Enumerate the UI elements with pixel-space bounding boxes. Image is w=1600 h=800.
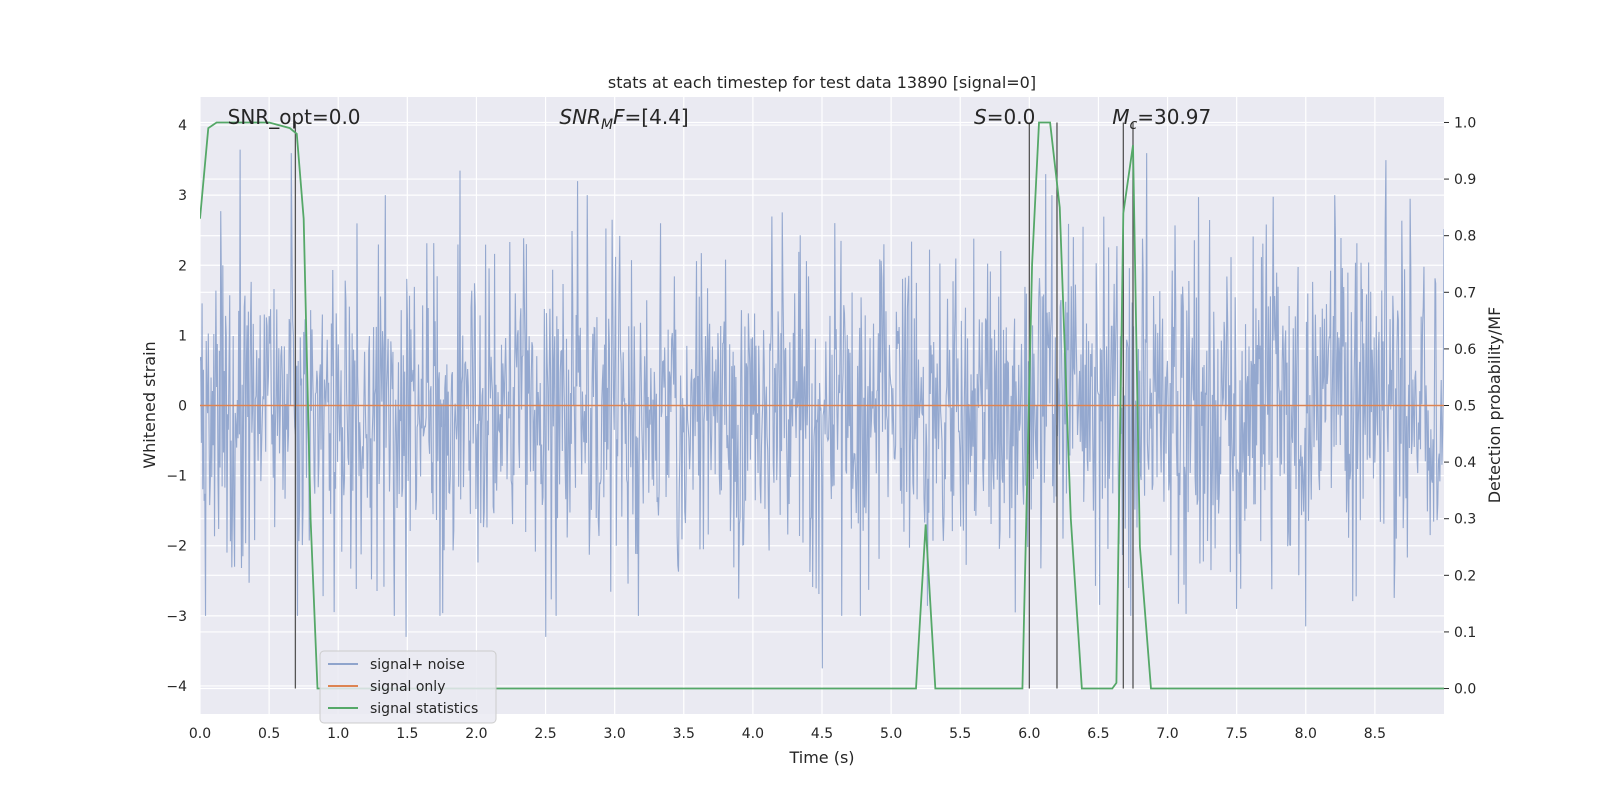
annotation-text: Mc=30.97: [1112, 105, 1211, 133]
x-tick-label: 7.0: [1156, 726, 1178, 742]
y-right-tick-label: 0.1: [1454, 625, 1476, 641]
y-right-tick-label: 0.4: [1454, 455, 1476, 471]
y-left-tick-label: −3: [166, 609, 187, 625]
x-tick-label: 3.0: [604, 726, 626, 742]
y-right-tick-label: 0.5: [1454, 399, 1476, 415]
annotation-part: M: [601, 117, 613, 133]
legend-label-signal-plus-noise: signal+ noise: [370, 657, 465, 673]
legend-label-signal-only: signal only: [370, 679, 445, 695]
legend-label-signal-statistics: signal statistics: [370, 701, 478, 717]
y-right-tick-label: 0.2: [1454, 568, 1476, 584]
x-tick-label: 6.0: [1018, 726, 1040, 742]
annotation-part: SNR_opt=0.0: [228, 105, 361, 129]
x-tick-label: 2.0: [465, 726, 487, 742]
y-left-tick-label: −4: [166, 679, 187, 695]
y-right-axis-label: Detection probability/MF: [1485, 307, 1504, 504]
x-tick-label: 1.5: [396, 726, 418, 742]
annotation-text: SNR_opt=0.0: [228, 105, 361, 129]
y-left-axis-label: Whitened strain: [140, 341, 159, 468]
y-left-tick-label: 0: [178, 399, 187, 415]
annotations: SNR_opt=0.0 SNRMF=[4.4] S=0.0 Mc=30.97: [228, 105, 1212, 133]
x-tick-label: 7.5: [1226, 726, 1248, 742]
y-left-tick-label: −2: [166, 539, 187, 555]
x-tick-label: 2.5: [534, 726, 556, 742]
y-left-tick-label: 1: [178, 328, 187, 344]
annotation-part: F: [613, 105, 625, 129]
x-tick-label: 3.5: [673, 726, 695, 742]
y-right-tick-label: 0.0: [1454, 682, 1476, 698]
legend: signal+ noise signal only signal statist…: [319, 650, 497, 724]
annotation-part: =0.0: [987, 105, 1036, 129]
y-right-axis-ticks: 1.0 0.9 0.8 0.7 0.6 0.5 0.4 0.3 0.2 0.1 0.0: [1444, 115, 1476, 698]
annotation-part: S: [974, 105, 987, 129]
annotation-text: SNRMF=[4.4]: [559, 105, 688, 133]
y-right-tick-label: 1.0: [1454, 115, 1476, 131]
x-tick-label: 4.0: [742, 726, 764, 742]
x-tick-label: 0.0: [189, 726, 211, 742]
y-left-tick-label: 4: [178, 118, 187, 134]
annotation-part: =30.97: [1137, 105, 1211, 129]
annotation-part: M: [1112, 105, 1129, 129]
series-signal-statistics: [200, 121, 1444, 690]
x-tick-label: 4.5: [811, 726, 833, 742]
x-axis-ticks: 0.0 0.5 1.0 1.5 2.0 2.5 3.0 3.5 4.0 4.5 5.0 5.5 6.0 6…: [189, 726, 1386, 742]
x-tick-label: 0.5: [258, 726, 280, 742]
series-signal-plus-noise: [200, 149, 1444, 669]
annotation-part: =[4.4]: [625, 105, 689, 129]
series-line-signal-statistics: [200, 121, 1444, 690]
y-left-axis-ticks: 4 3 2 1 0 −1 −2 −3 −4: [166, 118, 187, 695]
x-tick-label: 6.5: [1087, 726, 1109, 742]
y-right-tick-label: 0.8: [1454, 229, 1476, 245]
y-left-tick-label: −1: [166, 469, 187, 485]
x-tick-label: 5.5: [949, 726, 971, 742]
x-tick-label: 8.5: [1364, 726, 1386, 742]
y-left-tick-label: 3: [178, 188, 187, 204]
y-right-tick-label: 0.9: [1454, 172, 1476, 188]
annotation-part: c: [1130, 117, 1138, 133]
y-left-tick-label: 2: [178, 258, 187, 274]
annotation-part: SNR: [559, 105, 601, 129]
legend-box: [319, 650, 497, 724]
y-right-tick-label: 0.3: [1454, 512, 1476, 528]
x-tick-label: 8.0: [1295, 726, 1317, 742]
chart-title: stats at each timestep for test data 138…: [608, 73, 1036, 92]
y-right-tick-label: 0.7: [1454, 285, 1476, 301]
x-tick-label: 5.0: [880, 726, 902, 742]
y-right-tick-label: 0.6: [1454, 342, 1476, 358]
x-axis-label: Time (s): [788, 748, 854, 767]
annotation-text: S=0.0: [974, 105, 1035, 129]
series-line-signal-plus-noise: [200, 149, 1444, 669]
x-tick-label: 1.0: [327, 726, 349, 742]
